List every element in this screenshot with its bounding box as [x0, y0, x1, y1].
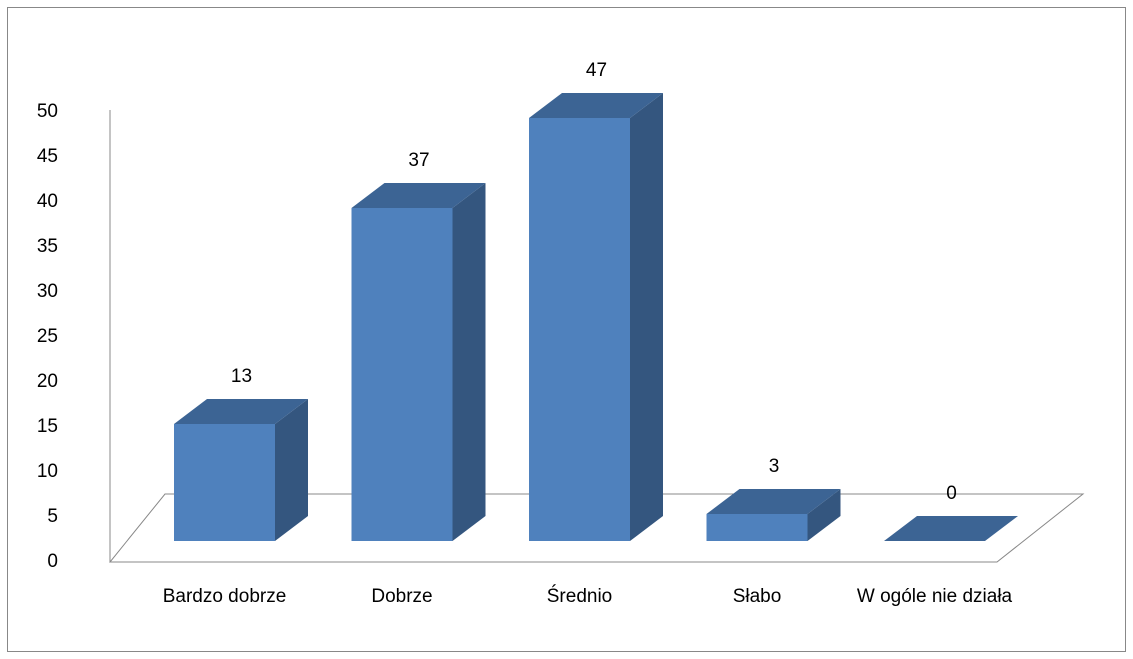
y-tick-label: 35 — [37, 236, 58, 257]
data-label: 37 — [408, 150, 429, 171]
y-tick-label: 20 — [37, 371, 58, 392]
y-tick-label: 30 — [37, 281, 58, 302]
bar-top — [529, 93, 663, 118]
bar — [174, 424, 275, 541]
data-label: 3 — [769, 456, 780, 477]
y-tick-label: 5 — [47, 506, 58, 527]
x-tick-label: Słabo — [732, 586, 782, 607]
y-tick-label: 25 — [37, 326, 58, 347]
bar-top — [174, 399, 308, 424]
bar-side — [807, 489, 841, 541]
bar-top — [706, 489, 841, 514]
y-tick-label: 0 — [47, 551, 58, 572]
y-tick-label: 45 — [37, 146, 58, 167]
bar — [351, 208, 453, 541]
bar-side — [275, 399, 308, 541]
y-tick-label: 10 — [37, 461, 58, 482]
x-tick-label: Średnio — [546, 586, 613, 607]
bar-side — [630, 93, 663, 541]
bar-top — [884, 516, 1018, 541]
bar — [706, 514, 808, 541]
x-tick-label: Dobrze — [371, 586, 433, 607]
data-label: 47 — [586, 60, 607, 81]
floor — [108, 493, 1085, 563]
bar — [529, 118, 630, 541]
y-tick-label: 50 — [37, 101, 58, 122]
x-tick-label: Bardzo dobrze — [162, 586, 287, 607]
x-tick-label: W ogóle nie działa — [856, 586, 1013, 607]
data-label: 13 — [231, 366, 252, 387]
y-tick-label: 40 — [37, 191, 58, 212]
data-label: 0 — [946, 483, 957, 504]
y-tick-label: 15 — [37, 416, 58, 437]
bar-side — [452, 183, 486, 541]
bar-top — [351, 183, 486, 208]
